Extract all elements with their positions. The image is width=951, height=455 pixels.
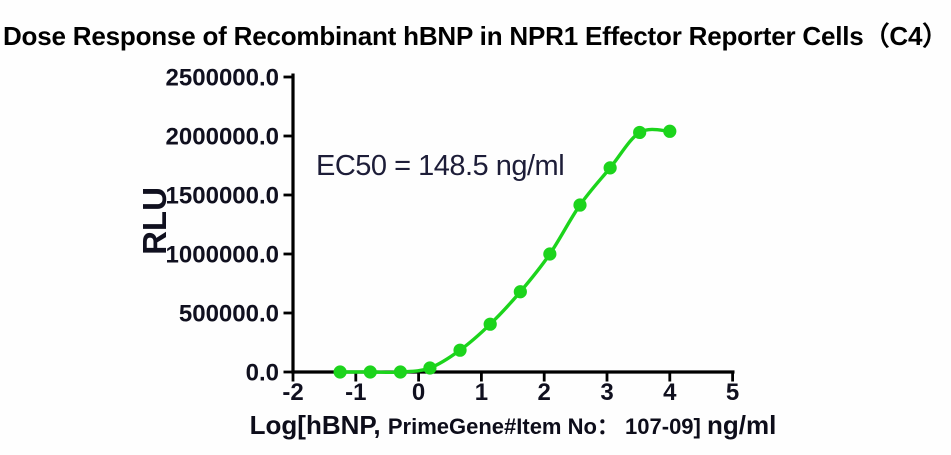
x-tick-label: 1: [475, 379, 488, 406]
data-point-marker: [573, 198, 587, 212]
data-point-marker: [483, 317, 497, 331]
data-point-marker: [663, 124, 677, 138]
data-point-marker: [453, 343, 467, 357]
y-tick-label: 500000.0: [179, 301, 279, 328]
data-point-marker: [333, 365, 347, 379]
dose-response-curve: [338, 127, 672, 374]
data-point-marker: [393, 365, 407, 379]
y-tick-label: 0.0: [246, 360, 279, 387]
x-tick-label: 2: [538, 379, 551, 406]
x-tick-label: 4: [663, 379, 677, 406]
data-point-marker: [513, 285, 527, 299]
y-tick-label: 1000000.0: [166, 242, 279, 269]
y-tick-label: 1500000.0: [166, 183, 279, 210]
chart-title: Dose Response of Recombinant hBNP in NPR…: [2, 21, 948, 51]
data-point-marker: [423, 361, 437, 375]
x-tick-label: -2: [282, 379, 303, 406]
ec50-annotation: EC50 = 148.5 ng/ml: [316, 150, 565, 182]
x-axis-label: Log[hBNP, PrimeGene#Item No： 107-09] ng/…: [250, 409, 777, 441]
x-tick-label: 3: [600, 379, 613, 406]
y-tick-label: 2000000.0: [166, 124, 279, 151]
x-tick-label: 5: [726, 379, 739, 406]
data-point-marker: [603, 161, 617, 175]
x-axis-label-part-2: PrimeGene#Item No： 107-09]: [387, 414, 707, 439]
data-point-marker: [633, 125, 647, 140]
x-axis-label-part-1: Log[hBNP,: [249, 410, 388, 440]
data-point-marker: [363, 365, 377, 379]
y-tick-label: 2500000.0: [166, 65, 279, 92]
x-axis-label-part-3: ng/ml: [706, 410, 777, 440]
x-tick-label: 0: [412, 379, 425, 406]
data-point-marker: [543, 247, 557, 261]
x-tick-label: -1: [345, 379, 366, 406]
